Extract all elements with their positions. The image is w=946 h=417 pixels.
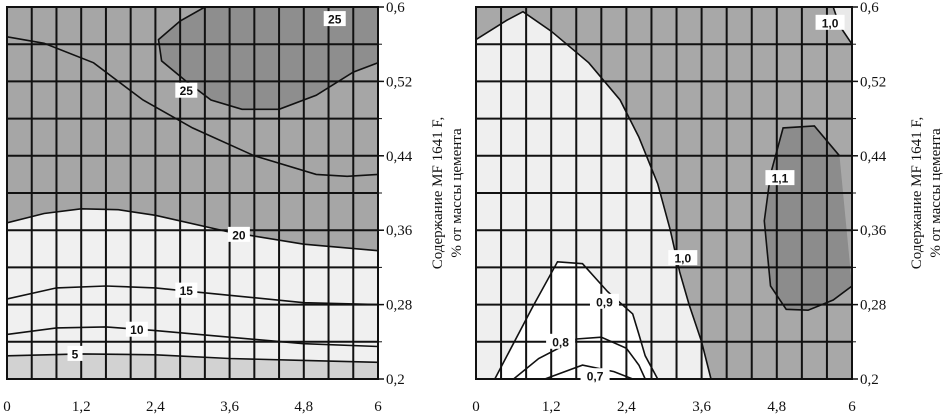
- x-tick-label: 1,2: [72, 399, 91, 415]
- contour-label: 25: [328, 13, 342, 27]
- x-tick-label: 0: [472, 399, 480, 415]
- grid: [476, 7, 852, 379]
- contour-label-bg: [175, 82, 198, 98]
- contour-label: 15: [180, 284, 194, 298]
- y-tick-label: 0,44: [386, 149, 413, 165]
- contour-line-10: [7, 326, 378, 348]
- chart-panel-2: 1,0 1,1 1,0 0,9 0,8 0,7 0 1,2 2,4 3,6 4,8 60,2 0,28 0…: [472, 0, 944, 415]
- y-tick-label: 0,2: [386, 372, 405, 388]
- contour-line-25: [7, 36, 378, 178]
- contour-label: 0,8: [552, 335, 569, 349]
- contour-label-bg: [175, 282, 198, 298]
- y-tick-label: 0,36: [860, 223, 887, 239]
- contour-label: 20: [232, 228, 246, 242]
- y-tick-label: 0,36: [386, 223, 413, 239]
- contour-label: 1,0: [822, 16, 839, 30]
- contour-label-bg: [125, 321, 148, 337]
- y-tick-label: 0,44: [860, 149, 887, 165]
- contour-label: 10: [130, 323, 144, 337]
- y-axis-title-line1: Содержание MF 1641 F,: [909, 117, 925, 269]
- y-axis-title: Содержание MF 1641 F,% от массы цемента: [430, 117, 465, 269]
- region-above-25: [158, 7, 378, 110]
- contour-line-0-9: [494, 260, 659, 379]
- x-tick-label: 2,4: [617, 399, 636, 415]
- x-tick-label: 6: [374, 399, 382, 415]
- x-tick-label: 0: [3, 399, 11, 415]
- contour-label-bg: [227, 226, 250, 242]
- contour-label: 1,0: [674, 252, 691, 266]
- contour-label-bg: [589, 293, 619, 309]
- y-axis-title-line2: % от массы цемента: [449, 128, 465, 258]
- x-tick-label: 3,6: [692, 399, 711, 415]
- y-axis-title: Содержание MF 1641 F,% от массы цемента: [909, 117, 944, 269]
- contour-label: 25: [180, 84, 194, 98]
- contour-line-15: [7, 285, 378, 306]
- contour-label-bg: [323, 11, 346, 27]
- x-tick-label: 6: [848, 399, 856, 415]
- contour-label: 1,1: [772, 172, 789, 186]
- x-tick-label: 2,4: [146, 399, 165, 415]
- contour-label-bg: [815, 14, 845, 30]
- contour-label-bg: [67, 345, 83, 361]
- contour-label: 0,9: [596, 295, 613, 309]
- contour-line-25: [157, 7, 378, 111]
- y-tick-label: 0,6: [386, 0, 405, 16]
- y-tick-label: 0,2: [860, 372, 879, 388]
- contour-line-20: [7, 207, 378, 252]
- x-tick-label: 4,8: [767, 399, 786, 415]
- contour-label: 5: [72, 347, 79, 361]
- contour-line-1-1: [763, 125, 852, 312]
- contour-label-bg: [580, 368, 610, 384]
- y-axis-title-line2: % от массы цемента: [928, 128, 944, 258]
- y-tick-label: 0,28: [386, 298, 412, 314]
- y-tick-label: 0,52: [860, 74, 886, 90]
- contour-label-bg: [546, 333, 576, 349]
- y-tick-label: 0,52: [386, 74, 412, 90]
- y-tick-label: 0,28: [860, 298, 886, 314]
- contour-label: 0,7: [587, 370, 604, 384]
- x-tick-label: 3,6: [220, 399, 239, 415]
- y-tick-label: 0,6: [860, 0, 879, 16]
- contour-label-bg: [668, 250, 698, 266]
- x-tick-label: 4,8: [294, 399, 313, 415]
- y-axis-title-line1: Содержание MF 1641 F,: [430, 117, 446, 269]
- chart-panel-1: 25 25 20 15 10 5 0 1,2 2,4 3,6 4,8 60,2 0,28 0,36 0,44…: [3, 0, 465, 415]
- grid: [7, 7, 378, 379]
- contour-label-bg: [765, 170, 795, 186]
- contour-line-0-8: [513, 336, 646, 379]
- contour-line-1-0: [476, 10, 712, 379]
- x-tick-label: 1,2: [542, 399, 561, 415]
